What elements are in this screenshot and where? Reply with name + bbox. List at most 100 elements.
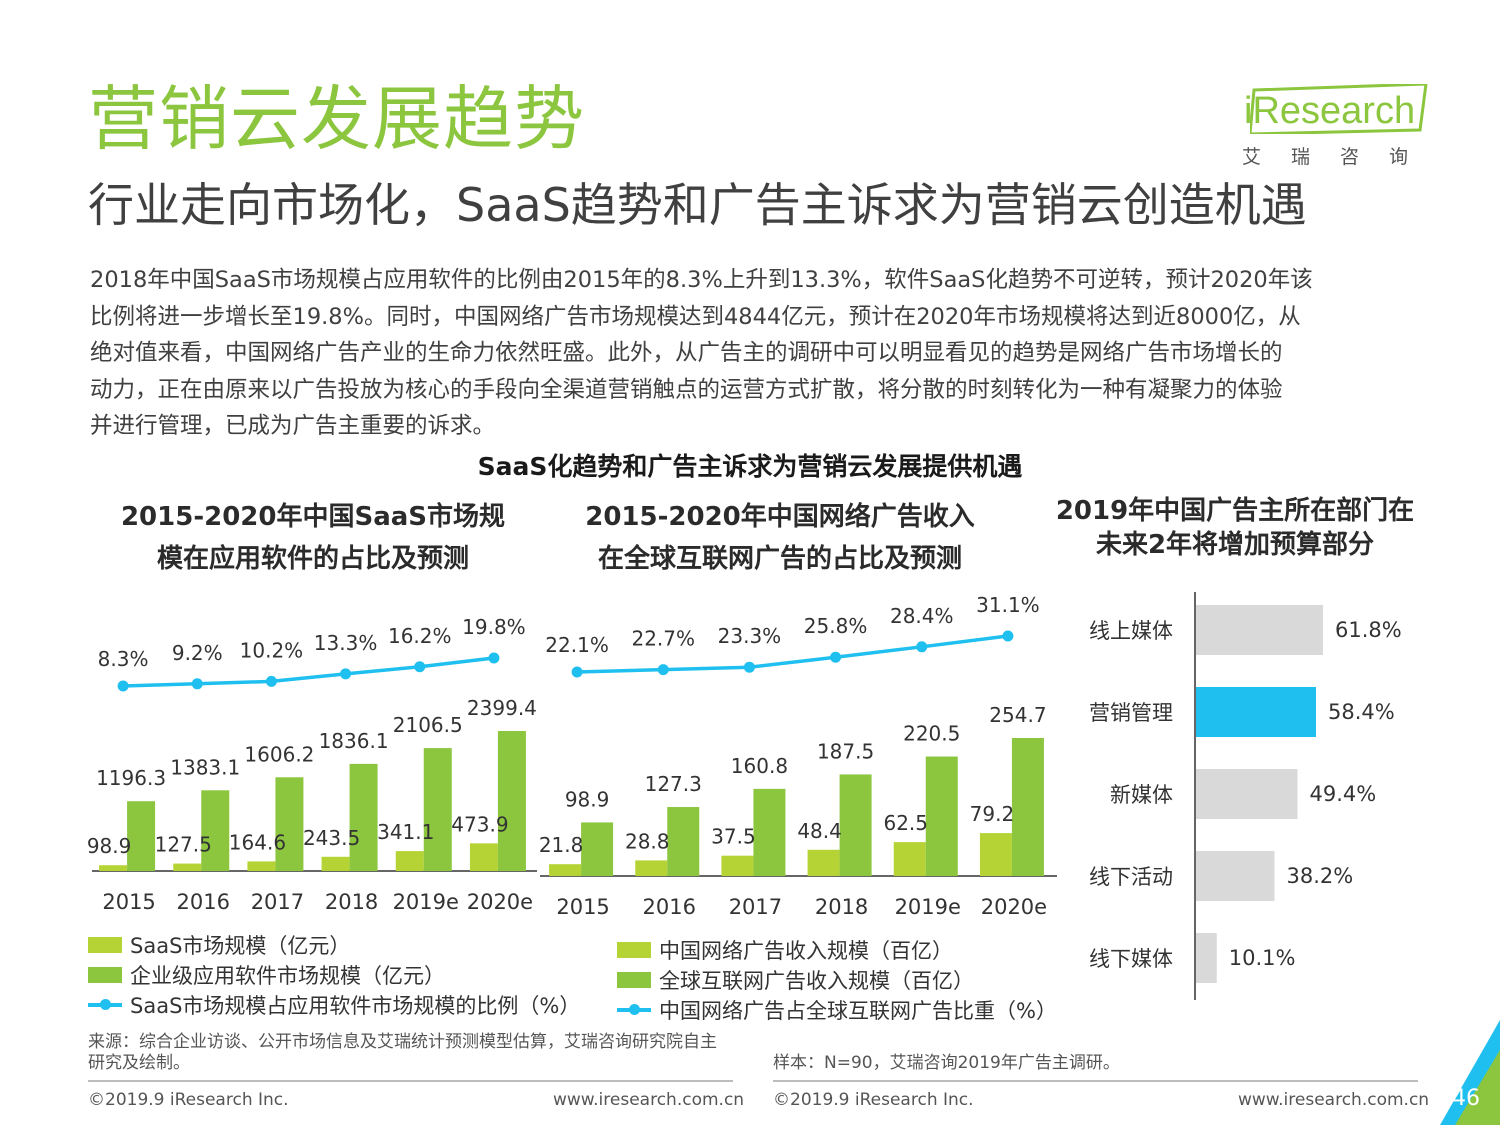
chart1-bar-1-large	[201, 790, 230, 871]
chart2-ratio-label-3: 25.8%	[804, 614, 868, 638]
chart1-label-small-0: 98.9	[87, 834, 132, 858]
chart2-ratio-point-1	[657, 664, 669, 676]
legend-saas-ratio: SaaS市场规模占应用软件市场规模的比例（%）	[88, 990, 580, 1020]
chart1-tick-5: 2020e	[467, 890, 533, 914]
chart1-ratio-line	[123, 656, 495, 688]
chart2-bar-4-large	[925, 756, 958, 876]
chart2-label-small-5: 79.2	[970, 802, 1015, 826]
chart2-ratio-label-0: 22.1%	[545, 633, 609, 657]
chart2-label-large-2: 160.8	[731, 754, 788, 778]
chart1-label-small-2: 164.6	[229, 830, 286, 854]
chart3-category-1: 营销管理	[1089, 701, 1173, 725]
legend-swatch-line	[617, 1004, 651, 1015]
chart2-tick-4: 2019e	[895, 895, 961, 919]
legend-label: SaaS市场规模（亿元）	[130, 934, 351, 958]
chart1-label-large-4: 2106.5	[393, 713, 463, 737]
chart3-category-4: 线下媒体	[1089, 947, 1173, 971]
chart3-value-3: 38.2%	[1287, 864, 1354, 888]
chart2-bar-0-large	[581, 822, 614, 876]
website-right[interactable]: www.iresearch.com.cn	[1238, 1090, 1430, 1110]
chart2-ratio-label-4: 28.4%	[890, 604, 954, 628]
chart2-title-line: 在全球互联网广告的占比及预测	[597, 544, 962, 574]
chart3-bar-4	[1196, 933, 1217, 983]
chart2-label-large-3: 187.5	[817, 739, 874, 763]
chart1-bar-3-small	[321, 856, 350, 871]
website-left[interactable]: www.iresearch.com.cn	[553, 1090, 745, 1110]
body-line: 2018年中国SaaS市场规模占应用软件的比例由2015年的8.3%上升到13.…	[90, 267, 1313, 293]
chart1-ratio-point-2	[265, 675, 277, 687]
chart3-title: 2019年中国广告主所在部门在 未来2年将增加预算部分	[1020, 494, 1450, 562]
chart3-bar-3	[1196, 851, 1275, 901]
chart2-tick-1: 2016	[643, 895, 696, 919]
chart1-bar-0-large	[127, 801, 156, 871]
chart2-label-large-4: 220.5	[903, 722, 960, 746]
legend-ad-ratio: 中国网络广告占全球互联网广告比重（%）	[617, 995, 1057, 1025]
chart1-label-large-5: 2399.4	[467, 696, 537, 720]
chart3-category-0: 线上媒体	[1089, 619, 1173, 643]
chart2-ratio-label-5: 31.1%	[976, 593, 1040, 617]
chart3-title-line: 2019年中国广告主所在部门在	[1055, 496, 1415, 526]
chart1-ratio-label-5: 19.8%	[462, 615, 526, 639]
chart2-bar-5-large	[1011, 738, 1044, 876]
chart1-label-small-1: 127.5	[155, 833, 212, 857]
chart2-title: 2015-2020年中国网络广告收入 在全球互联网广告的占比及预测	[545, 496, 1015, 580]
chart1-ratio-point-4	[414, 661, 426, 673]
chart2-bar-1-large	[667, 807, 700, 876]
chart1-label-large-1: 1383.1	[170, 755, 240, 779]
legend-saas-market: SaaS市场规模（亿元）	[88, 930, 350, 960]
chart2-ratio-line	[577, 634, 1009, 674]
chart3-value-2: 49.4%	[1310, 782, 1377, 806]
chart1-label-small-4: 341.1	[377, 820, 434, 844]
legend-label: 全球互联网广告收入规模（百亿）	[659, 969, 974, 993]
chart1-tick-1: 2016	[177, 890, 230, 914]
chart1-tick-4: 2019e	[393, 890, 459, 914]
chart2-label-small-2: 37.5	[711, 825, 756, 849]
chart2-label-small-3: 48.4	[797, 819, 842, 843]
chart2-bar-2-large	[753, 788, 786, 876]
chart1-ratio-label-2: 10.2%	[240, 638, 304, 662]
logo-subtext: 艾瑞咨询	[1242, 146, 1439, 168]
page-title: 营销云发展趋势	[88, 78, 585, 160]
chart1-title-line: 模在应用软件的占比及预测	[156, 544, 469, 574]
copyright-left: ©2019.9 iResearch Inc.	[88, 1090, 289, 1110]
chart1-tick-2: 2017	[251, 890, 304, 914]
body-paragraph: 2018年中国SaaS市场规模占应用软件的比例由2015年的8.3%上升到13.…	[90, 262, 1420, 445]
chart2-label-small-0: 21.8	[539, 833, 584, 857]
source-note: 来源：综合企业访谈、公开市场信息及艾瑞统计预测模型估算，艾瑞咨询研究院自主研究及…	[88, 1032, 717, 1073]
chart2-label-large-0: 98.9	[565, 787, 610, 811]
chart1-bar-0-small	[99, 865, 128, 871]
chart2-tick-0: 2015	[556, 895, 609, 919]
chart2-bar-4-small	[893, 842, 926, 876]
legend-label: 中国网络广告收入规模（百亿）	[659, 939, 953, 963]
chart2-bar-0-small	[549, 864, 582, 876]
legend-enterprise-software: 企业级应用软件市场规模（亿元）	[88, 960, 445, 990]
chart1-bar-3-large	[349, 763, 378, 871]
iresearch-logo: iResearch 艾瑞咨询	[1236, 80, 1436, 170]
chart1-bar-4-large	[423, 748, 452, 871]
logo-frame-icon	[1250, 84, 1428, 134]
legend-swatch-green	[617, 972, 651, 988]
sample-note: 样本：N=90，艾瑞咨询2019年广告主调研。	[773, 1053, 1120, 1073]
chart2-label-large-1: 127.3	[645, 772, 702, 796]
chart1-ratio-point-5	[488, 652, 500, 664]
chart2-label-small-1: 28.8	[625, 829, 670, 853]
chart1-label-large-0: 1196.3	[96, 766, 166, 790]
chart1-ratio-point-1	[191, 678, 203, 690]
chart2-bar-5-small	[979, 833, 1012, 876]
chart3-bar-1	[1196, 687, 1317, 737]
legend-label: SaaS市场规模占应用软件市场规模的比例（%）	[130, 994, 581, 1018]
legend-china-ad: 中国网络广告收入规模（百亿）	[617, 935, 953, 965]
body-line: 比例将进一步增长至19.8%。同时，中国网络广告市场规模达到4844亿元，预计在…	[90, 303, 1301, 330]
chart1-ratio-label-4: 16.2%	[388, 624, 452, 648]
footer-divider-left	[88, 1080, 733, 1082]
chart1-bar-4-small	[395, 851, 424, 871]
chart1-tick-0: 2015	[102, 890, 155, 914]
legend-swatch-light-green	[617, 942, 651, 958]
page-subtitle: 行业走向市场化，SaaS趋势和广告主诉求为营销云创造机遇	[88, 178, 1307, 232]
chart2-bar-3-small	[807, 849, 840, 876]
chart2-bar-1-small	[635, 860, 668, 876]
chart2-ratio-point-0	[571, 666, 583, 678]
chart2-ratio-point-4	[916, 641, 928, 653]
legend-label: 中国网络广告占全球互联网广告比重（%）	[659, 999, 1057, 1023]
